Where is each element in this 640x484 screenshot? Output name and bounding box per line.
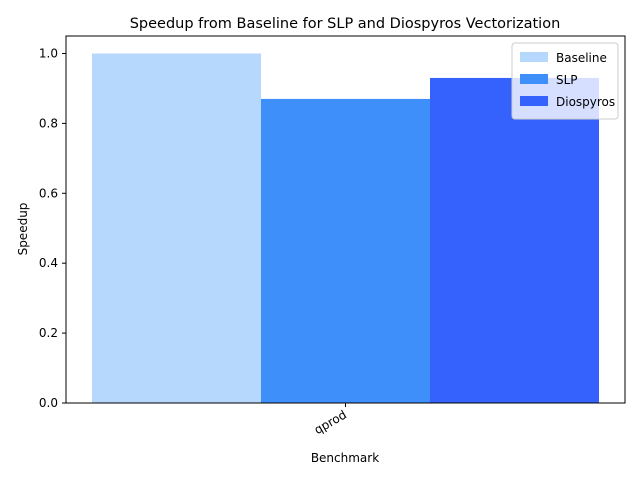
legend: Baseline SLP Diospyros — [511, 42, 619, 120]
y-tick-label: 1.0 — [39, 46, 58, 60]
y-tick-label: 0.4 — [39, 256, 58, 270]
y-tick-label: 0.8 — [39, 116, 58, 130]
y-tick-label: 0.6 — [39, 186, 58, 200]
chart-title: Speedup from Baseline for SLP and Diospy… — [130, 16, 561, 32]
x-axis-label: Benchmark — [311, 451, 379, 465]
legend-label-baseline: Baseline — [556, 51, 607, 65]
bar-slp-qprod — [261, 98, 430, 403]
legend-swatch-diospyros — [520, 96, 548, 106]
legend-label-diospyros: Diospyros — [556, 95, 615, 109]
plot-frame — [65, 35, 626, 404]
y-axis-label: Speedup — [16, 203, 30, 256]
y-tick-label: 0.2 — [39, 326, 58, 340]
bar-diospyros-qprod — [430, 77, 599, 403]
legend-swatch-slp — [520, 74, 548, 84]
y-tick-label: 0.0 — [39, 396, 58, 410]
bar-baseline-qprod — [92, 53, 261, 403]
bars-layer — [92, 53, 599, 403]
legend-swatch-baseline — [520, 52, 548, 62]
legend-label-slp: SLP — [556, 73, 578, 87]
